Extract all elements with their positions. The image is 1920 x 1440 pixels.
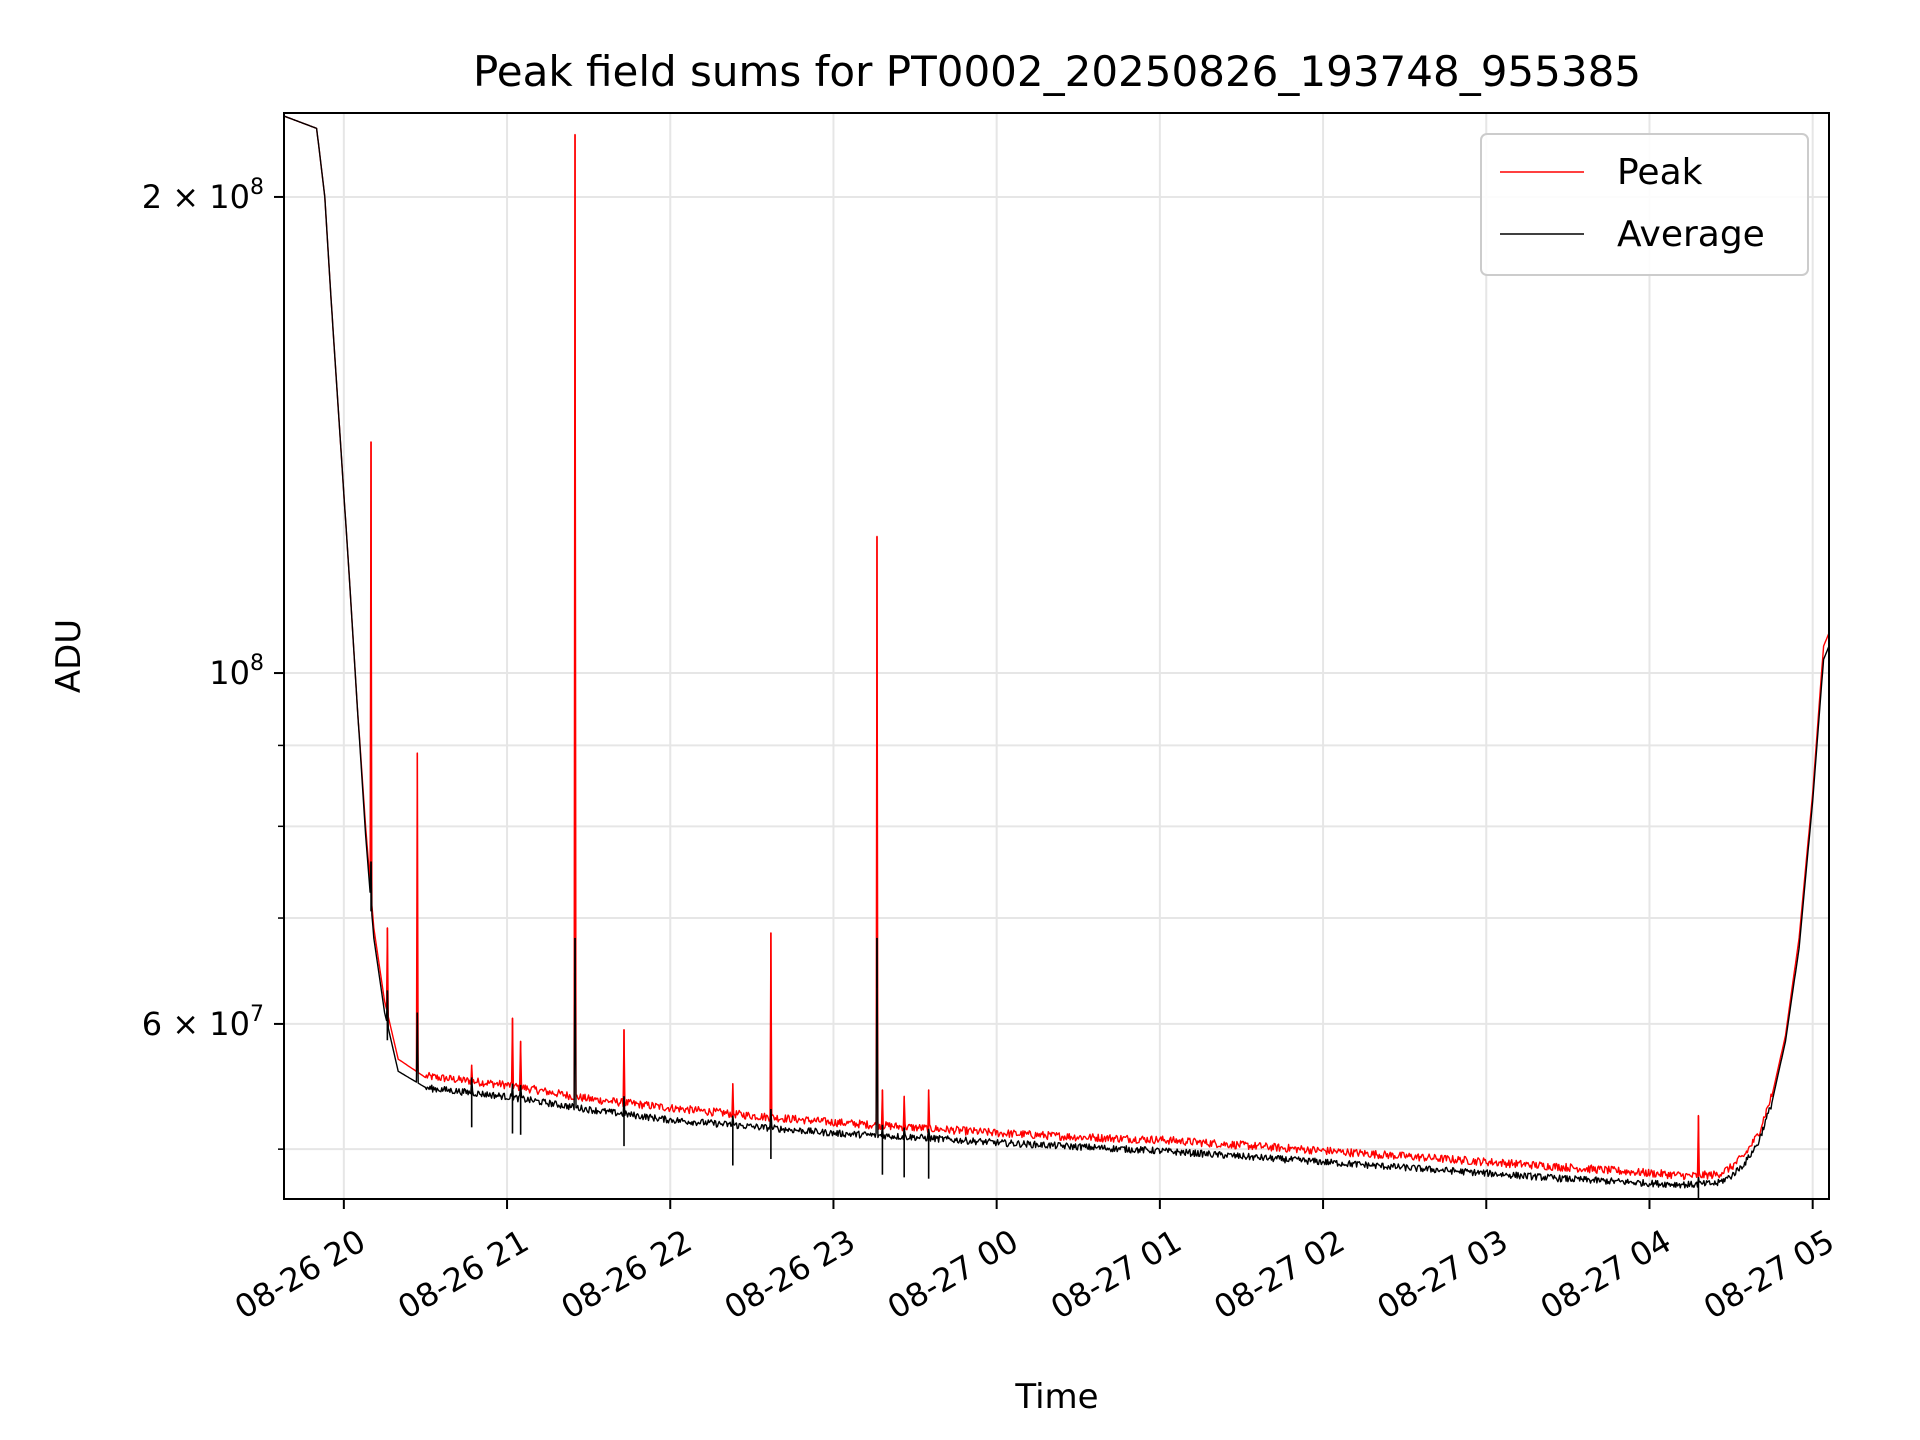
- series-line-average: [284, 115, 1829, 1189]
- y-tick-label: 6 × 107: [142, 1002, 264, 1043]
- grid-lines: [284, 113, 1829, 1199]
- legend-label-average: Average: [1617, 214, 1765, 255]
- y-axis-title: ADU: [49, 619, 89, 693]
- x-axis-title: Time: [1014, 1377, 1098, 1417]
- plot-frame: [283, 112, 1830, 1200]
- chart-title: Peak field sums for PT0002_20250826_1937…: [473, 47, 1641, 96]
- legend-label-peak: Peak: [1617, 152, 1703, 193]
- y-tick-label: 2 × 108: [142, 175, 264, 216]
- legend: Peak Average: [1480, 133, 1809, 276]
- series-line-peak: [284, 115, 1829, 1181]
- plot-area: [284, 115, 1829, 1199]
- legend-box: [1480, 133, 1809, 276]
